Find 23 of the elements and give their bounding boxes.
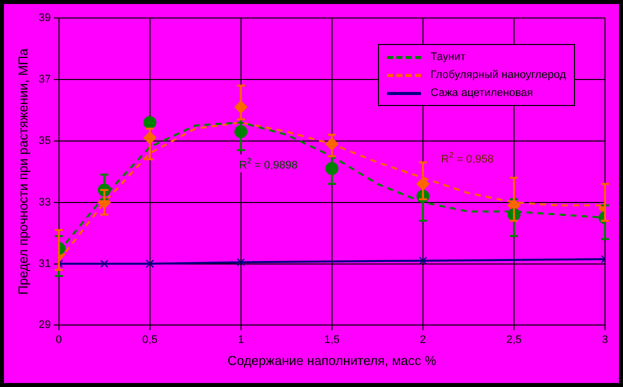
x-tick-label: 0,5 (142, 334, 158, 346)
legend-label: Таунит (430, 51, 466, 63)
legend-label: Сажа ацетиленовая (430, 87, 533, 99)
legend-label: Глобулярный наноуглерод (430, 69, 566, 81)
point (236, 258, 246, 266)
x-axis-title: Содержание наполнителя, масс % (228, 352, 437, 368)
x-tick-label: 1,5 (324, 334, 340, 346)
point (146, 260, 154, 268)
y-tick-label: 29 (38, 319, 51, 332)
y-tick-label: 37 (38, 73, 51, 86)
x-tick-label: 1 (238, 334, 244, 346)
x-tick-label: 3 (602, 334, 608, 346)
y-axis-title: Предел прочности при растяжении, МПа (15, 48, 30, 295)
x-tick-label: 0 (56, 334, 62, 346)
y-tick-label: 33 (38, 196, 51, 208)
x-tick-label: 2,5 (506, 334, 522, 346)
y-tick-label: 31 (38, 258, 51, 270)
y-tick-label: 39 (38, 12, 51, 24)
point (143, 116, 156, 129)
y-tick-label: 35 (38, 134, 51, 147)
x-tick-label: 2 (420, 334, 426, 346)
point (100, 260, 108, 268)
point (418, 256, 428, 265)
